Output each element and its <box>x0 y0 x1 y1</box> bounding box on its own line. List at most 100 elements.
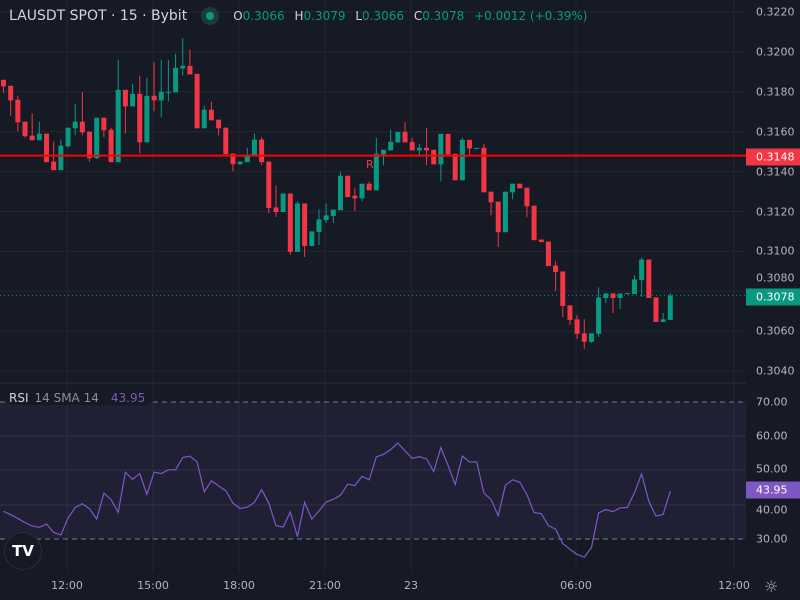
chart-marker[interactable]: R <box>366 158 374 171</box>
candle-down <box>44 133 50 163</box>
candle-up <box>165 91 171 93</box>
rsi-band <box>0 402 746 539</box>
candle-up <box>58 145 64 171</box>
candle-up <box>337 175 343 211</box>
logo-text: TV <box>12 542 34 560</box>
price-label: 0.3060 <box>756 324 795 338</box>
candle-up <box>309 231 315 246</box>
candle-up <box>359 183 365 199</box>
time-label: 06:00 <box>560 579 592 592</box>
candle-up <box>631 279 637 295</box>
candle-up <box>395 131 401 143</box>
rsi-value-tag: 43.95 <box>746 481 800 499</box>
price-label: 0.3220 <box>756 5 795 19</box>
rsi-level-label: 40.00 <box>756 503 788 517</box>
candle-up <box>416 147 422 151</box>
candle-down <box>545 241 551 267</box>
candle-down <box>187 65 193 75</box>
rsi-value: 43.95 <box>110 391 146 405</box>
candle-up <box>502 191 508 233</box>
price-label: 0.3140 <box>756 165 795 179</box>
candle-up <box>158 91 164 101</box>
candle-up <box>381 149 387 155</box>
candle-down <box>402 131 408 143</box>
candle-up <box>280 193 286 213</box>
rsi-line <box>3 442 671 558</box>
candle-down <box>574 319 580 334</box>
candle-down <box>79 121 85 133</box>
time-label: 12:00 <box>51 579 83 592</box>
candle-down <box>208 109 214 121</box>
candle-down <box>445 133 451 155</box>
candle-up <box>173 67 179 93</box>
hline-price-tag: 0.3148 <box>746 148 800 166</box>
high-value: 0.3079 <box>303 9 346 23</box>
candle-down <box>488 191 494 203</box>
price-label: 0.3180 <box>756 85 795 99</box>
price-label: 0.3100 <box>756 244 795 258</box>
candle-up <box>459 139 465 181</box>
candle-down <box>194 73 200 129</box>
candle-down <box>495 201 501 233</box>
candle-up <box>660 319 666 322</box>
candle-down <box>517 183 523 189</box>
candle-up <box>373 153 379 191</box>
candle-down <box>424 147 430 151</box>
candle-up <box>115 89 121 163</box>
close-value: 0.3078 <box>422 9 465 23</box>
price-label: 0.3160 <box>756 125 795 139</box>
candle-down <box>8 85 14 101</box>
time-label: 15:00 <box>137 579 169 592</box>
candle-up <box>474 147 480 149</box>
price-label: 0.3080 <box>756 271 795 285</box>
candle-up <box>130 93 136 107</box>
candle-down <box>137 93 143 143</box>
candle-down <box>567 305 573 320</box>
time-label: 21:00 <box>309 579 341 592</box>
candle-up <box>36 133 42 141</box>
candle-down <box>230 153 236 165</box>
rsi-level-label: 50.00 <box>756 462 788 476</box>
candle-up <box>510 183 516 193</box>
candle-down <box>467 139 473 149</box>
candle-up <box>330 209 336 217</box>
candle-up <box>72 121 78 129</box>
rsi-legend[interactable]: RSI 14 SMA 14 43.95 <box>9 391 150 405</box>
change-value: +0.0012 (+0.39%) <box>474 9 588 23</box>
price-label: 0.3200 <box>756 45 795 59</box>
candle-up <box>588 333 594 342</box>
candle-up <box>639 259 645 281</box>
candle-down <box>481 147 487 193</box>
candle-down <box>266 161 272 209</box>
candle-down <box>216 119 222 129</box>
price-label: 0.3120 <box>756 205 795 218</box>
tradingview-logo[interactable]: TV <box>4 532 42 570</box>
candle-down <box>122 89 128 107</box>
candle-down <box>151 95 157 101</box>
candle-down <box>302 203 308 246</box>
candle-down <box>223 127 229 155</box>
candle-up <box>438 133 444 165</box>
candle-up <box>144 95 150 143</box>
rsi-level-label: 70.00 <box>756 395 788 409</box>
candle-down <box>560 271 566 306</box>
candle-up <box>316 219 322 232</box>
candle-down <box>51 161 57 171</box>
time-label: 18:00 <box>223 579 255 592</box>
market-status-icon[interactable] <box>201 7 220 25</box>
candle-down <box>653 297 659 322</box>
candle-down <box>452 153 458 181</box>
candle-up <box>180 65 186 69</box>
candle-up <box>65 127 71 147</box>
settings-gear-icon[interactable]: ☼ <box>764 577 779 596</box>
symbol-legend: LAUSDT SPOT · 15 · Bybit O0.3066 H0.3079… <box>9 7 593 25</box>
rsi-params: 14 SMA 14 <box>34 391 99 405</box>
candle-down <box>409 141 415 151</box>
candle-down <box>553 265 559 273</box>
symbol-title[interactable]: LAUSDT SPOT · 15 · Bybit <box>9 8 188 24</box>
candle-up <box>323 215 329 221</box>
candle-down <box>352 195 358 199</box>
grid <box>0 0 746 572</box>
candle-up <box>667 295 673 320</box>
